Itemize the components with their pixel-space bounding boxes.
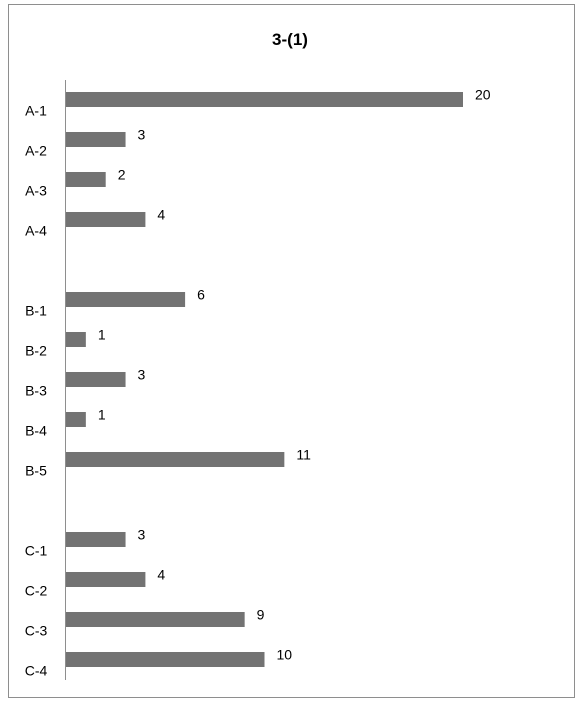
category-label-a-2: A-2 (25, 143, 47, 159)
bar-a-4 (66, 212, 146, 227)
category-label-a-1: A-1 (25, 103, 47, 119)
category-label-c-4: C-4 (25, 663, 48, 679)
value-label-c-2: 4 (157, 567, 165, 583)
bar-b-2 (66, 332, 86, 347)
value-label-b-4: 1 (98, 407, 106, 423)
category-label-a-3: A-3 (25, 183, 47, 199)
value-label-b-5: 11 (296, 447, 311, 463)
value-label-c-4: 10 (277, 647, 293, 663)
category-label-b-1: B-1 (25, 303, 47, 319)
bar-c-2 (66, 572, 146, 587)
bar-b-1 (66, 292, 186, 307)
category-label-c-3: C-3 (25, 623, 48, 639)
bar-a-1 (66, 92, 463, 107)
bar-b-4 (66, 412, 86, 427)
bar-c-3 (66, 612, 245, 627)
bar-c-4 (66, 652, 265, 667)
bar-a-3 (66, 172, 106, 187)
bar-a-2 (66, 132, 126, 147)
labels-group: A-1 20 A-2 3 A-3 2 A-4 4 B-1 6 B-2 1 B-3 3 B-4 1 B-5 11 C-… (25, 87, 491, 679)
value-label-b-3: 3 (138, 367, 146, 383)
category-label-b-2: B-2 (25, 343, 47, 359)
bar-b-3 (66, 372, 126, 387)
category-label-a-4: A-4 (25, 223, 47, 239)
value-label-a-1: 20 (475, 87, 491, 103)
category-label-b-5: B-5 (25, 463, 47, 479)
value-label-b-2: 1 (98, 327, 106, 343)
value-label-a-4: 4 (157, 207, 165, 223)
category-label-b-4: B-4 (25, 423, 47, 439)
category-label-c-1: C-1 (25, 543, 48, 559)
bar-b-5 (66, 452, 285, 467)
value-label-b-1: 6 (197, 287, 205, 303)
bar-c-1 (66, 532, 126, 547)
category-label-b-3: B-3 (25, 383, 47, 399)
bars-group (66, 92, 463, 667)
value-label-a-3: 2 (118, 167, 126, 183)
category-label-c-2: C-2 (25, 583, 48, 599)
value-label-c-3: 9 (257, 607, 265, 623)
value-label-c-1: 3 (138, 527, 146, 543)
chart-title: 3-(1) (272, 30, 308, 49)
value-label-a-2: 3 (138, 127, 146, 143)
